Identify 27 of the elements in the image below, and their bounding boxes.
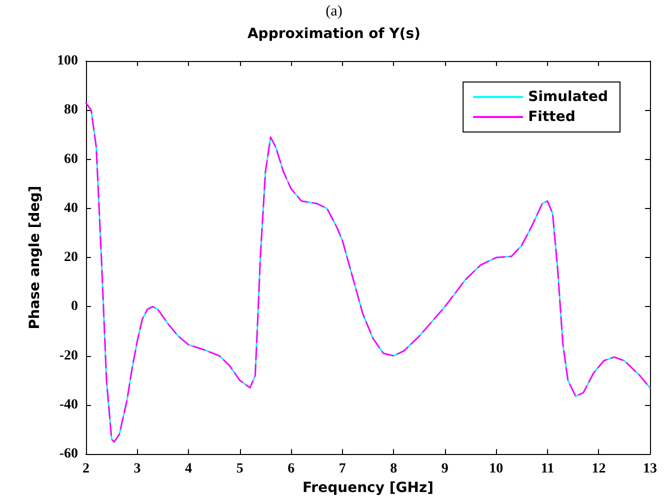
x-tick-label: 10 <box>489 462 504 477</box>
x-tick-label: 12 <box>592 462 606 477</box>
y-tick-label: 0 <box>71 299 78 314</box>
text: (a) <box>326 4 342 20</box>
y-tick-label: -60 <box>59 446 78 462</box>
x-tick-label: 13 <box>643 462 657 477</box>
y-tick-label: 80 <box>64 102 78 118</box>
y-tick-label: 60 <box>64 152 78 167</box>
chart-title: Approximation of Y(s) <box>247 26 421 42</box>
x-tick-label: 8 <box>390 462 398 477</box>
y-tick-label: -40 <box>59 397 78 412</box>
y-tick-label: -20 <box>59 348 78 364</box>
y-tick-label: 100 <box>57 54 78 68</box>
x-tick-label: 7 <box>338 462 346 477</box>
x-tick-label: 9 <box>441 462 448 477</box>
x-tick-label: 3 <box>134 462 141 477</box>
x-tick-label: 5 <box>236 462 244 477</box>
x-tick-label: 4 <box>185 462 192 477</box>
y-axis-title: Phase angle [deg] <box>27 186 43 330</box>
x-tick-label: 2 <box>82 462 90 477</box>
y-tick-label: 40 <box>64 200 78 216</box>
x-axis-title: Frequency [GHz] <box>302 480 434 496</box>
x-tick-label: 11 <box>540 462 554 477</box>
legend-label: Fitted <box>528 109 576 125</box>
legend-label: Simulated <box>528 89 608 105</box>
x-tick-label: 6 <box>288 462 295 477</box>
y-tick-label: 20 <box>64 250 78 266</box>
